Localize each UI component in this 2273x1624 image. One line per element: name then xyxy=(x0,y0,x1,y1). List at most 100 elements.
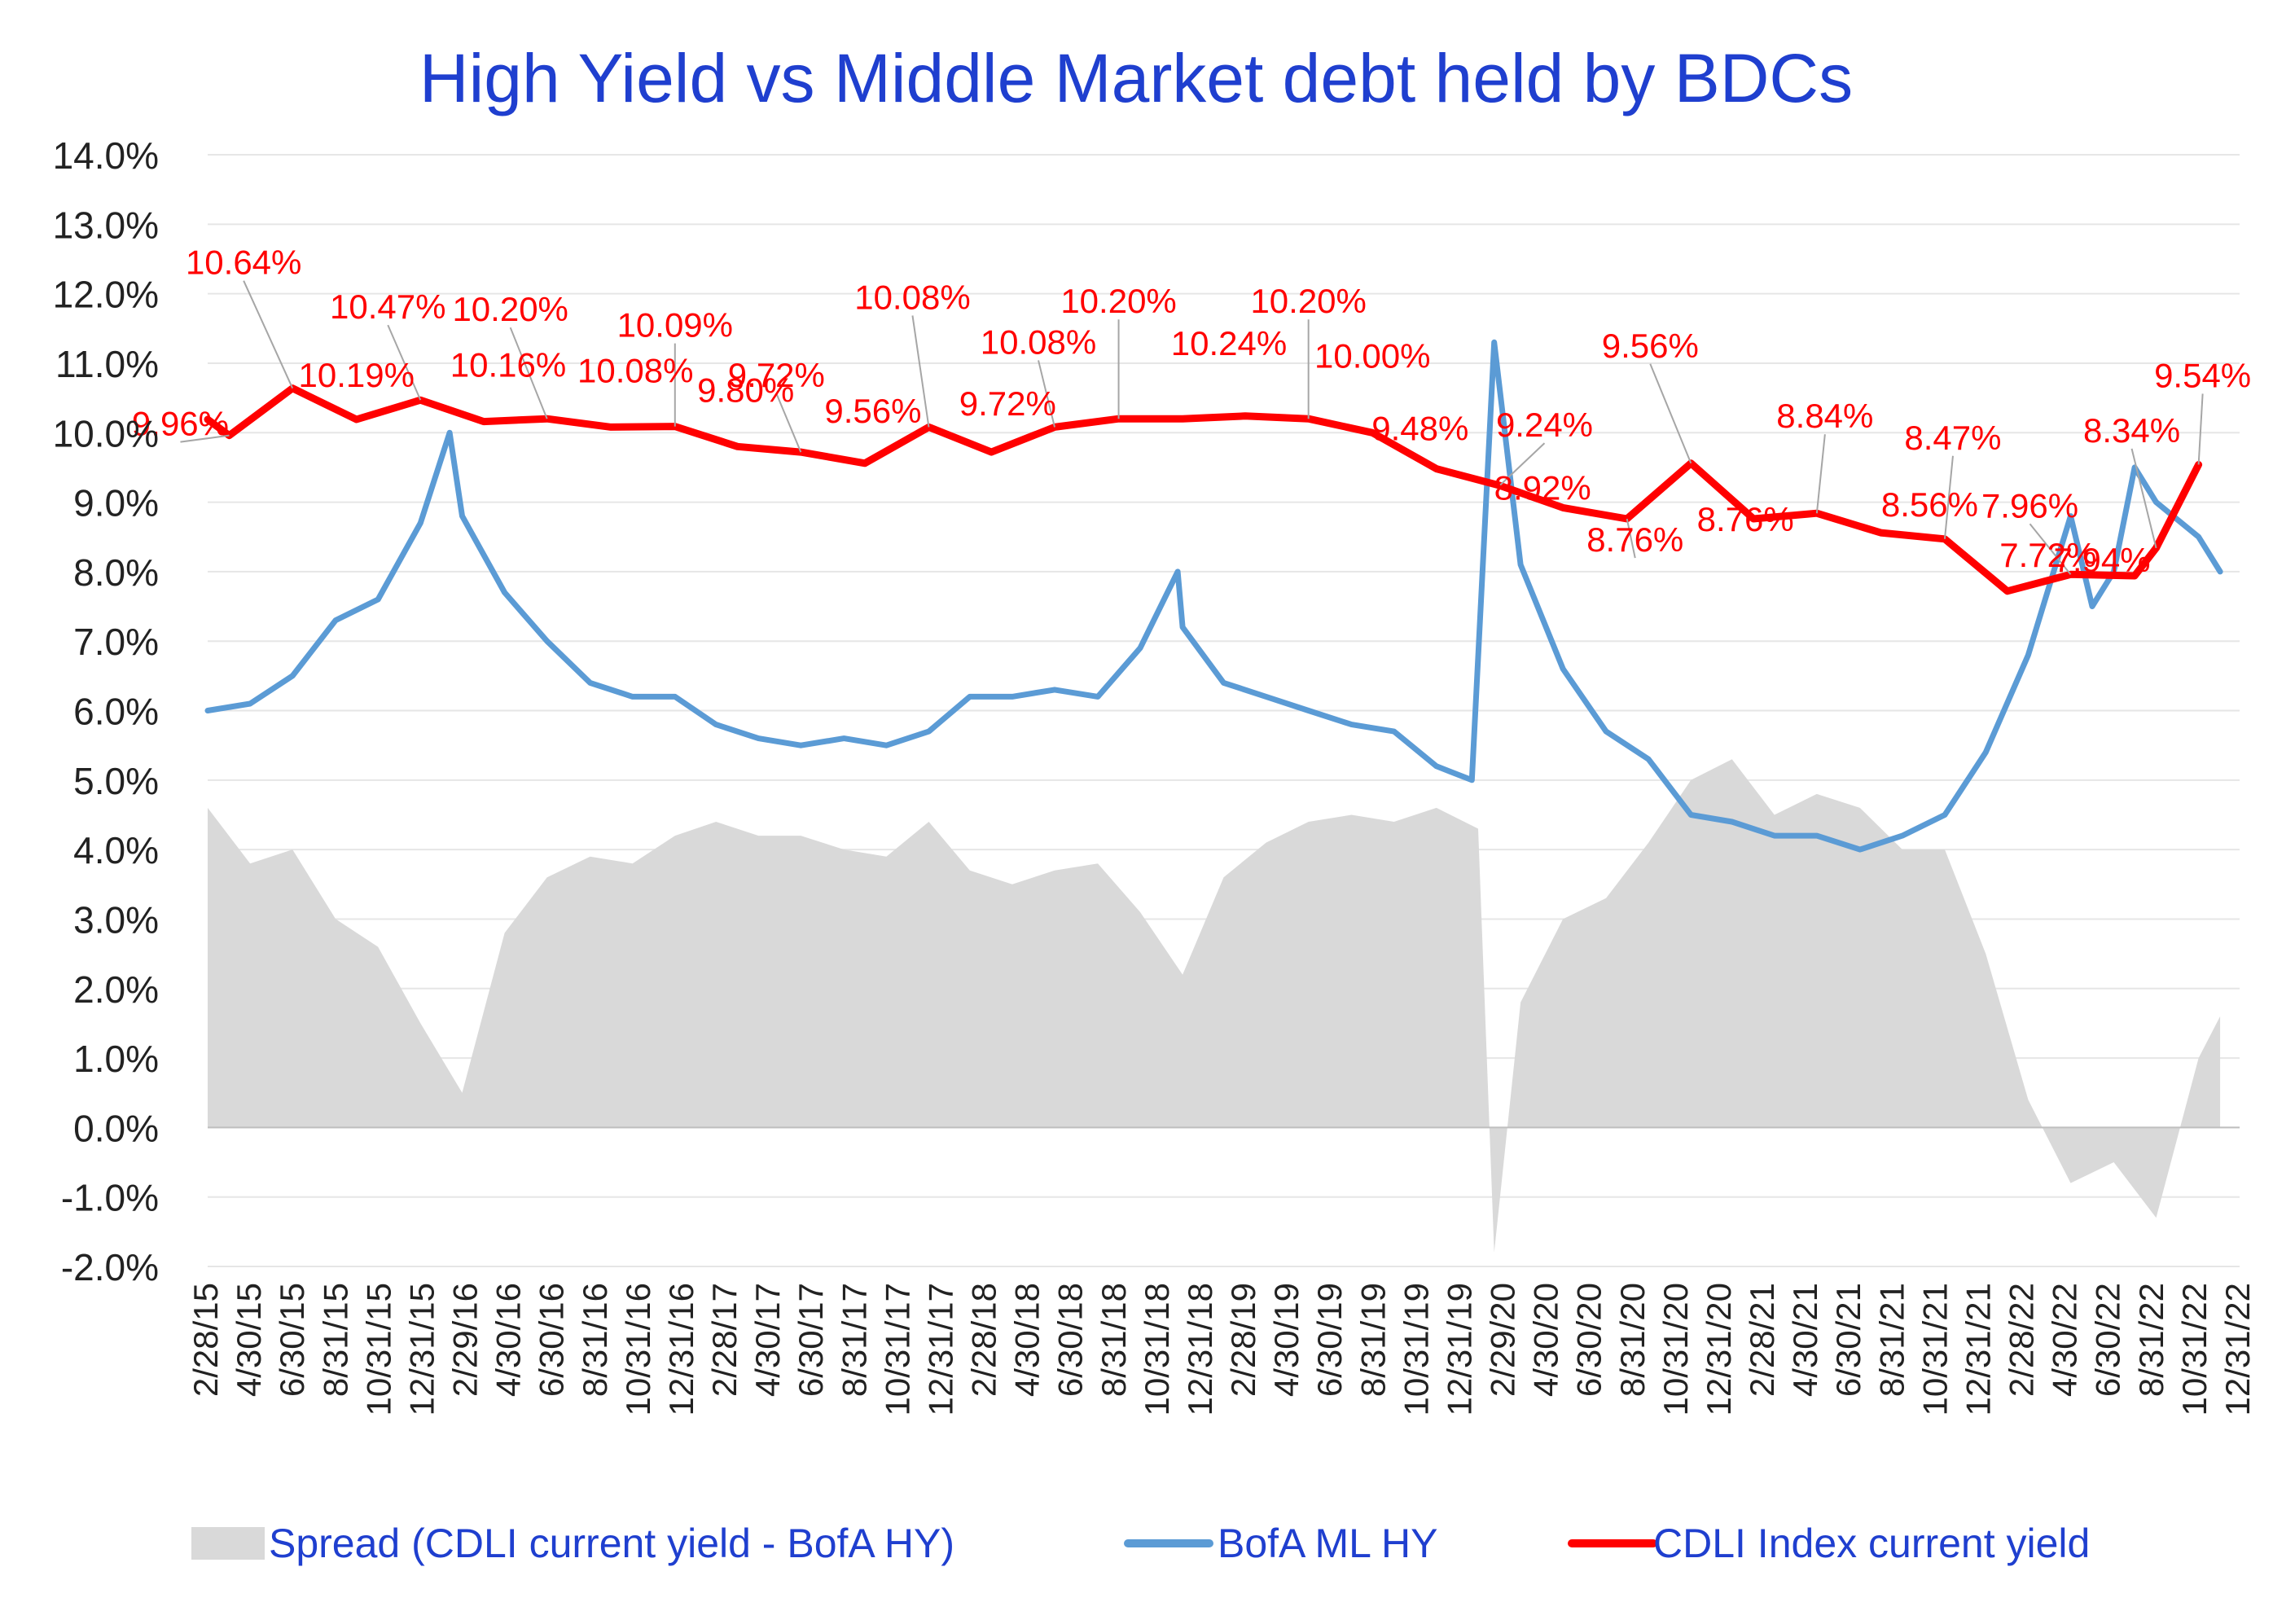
y-axis-ticks: -2.0% -1.0% 0.0% 1.0% 2.0% 3.0% 4.0% 5.0% 6.0% 7.… xyxy=(53,134,159,1288)
data-label-leader xyxy=(243,280,294,389)
chart-title: High Yield vs Middle Market debt held by… xyxy=(419,40,1853,116)
data-label: 8.84% xyxy=(1776,397,1873,435)
x-tick-label: 2/28/15 xyxy=(186,1283,225,1397)
legend-marker-spread-cdli-current-yield-bofa-hy xyxy=(191,1527,265,1560)
x-tick-label: 6/30/18 xyxy=(1051,1283,1090,1397)
x-tick-label: 12/31/21 xyxy=(1959,1283,1997,1416)
data-labels: 9.96%10.64%10.19%10.47%10.16%10.20%10.08… xyxy=(132,244,2251,579)
data-label-leader xyxy=(2130,448,2157,549)
data-label: 9.80% xyxy=(697,371,794,409)
legend: Spread (CDLI current yield - BofA HY) Bof… xyxy=(191,1521,2090,1566)
data-label: 10.24% xyxy=(1171,324,1287,362)
data-label: 9.72% xyxy=(959,384,1056,423)
data-label-leader xyxy=(2029,523,2072,575)
x-tick-label: 8/31/19 xyxy=(1354,1283,1392,1397)
data-label: 10.47% xyxy=(330,287,445,326)
y-tick-label: 14.0% xyxy=(53,134,159,177)
x-tick-label: 8/31/15 xyxy=(316,1283,354,1397)
x-tick-label: 10/31/15 xyxy=(359,1283,397,1416)
y-tick-label: 10.0% xyxy=(53,412,159,454)
data-label: 10.20% xyxy=(1060,282,1176,320)
y-tick-label: 2.0% xyxy=(73,968,159,1011)
x-tick-label: 10/31/21 xyxy=(1915,1283,1954,1416)
data-label: 8.34% xyxy=(2083,411,2180,450)
x-tick-label: 4/30/15 xyxy=(230,1283,268,1397)
y-tick-label: 11.0% xyxy=(55,343,159,385)
x-tick-label: 2/28/22 xyxy=(2003,1283,2041,1397)
x-tick-label: 4/30/21 xyxy=(1786,1283,1824,1397)
x-tick-label: 2/29/20 xyxy=(1484,1283,1522,1397)
x-tick-label: 4/30/22 xyxy=(2046,1283,2084,1397)
y-tick-label: -1.0% xyxy=(61,1177,159,1219)
data-label: 8.92% xyxy=(1494,468,1591,507)
x-tick-label: 2/28/19 xyxy=(1224,1283,1262,1397)
x-tick-label: 10/31/22 xyxy=(2175,1283,2214,1416)
data-label-leader xyxy=(1943,455,1954,539)
y-tick-label: 0.0% xyxy=(73,1107,159,1149)
x-tick-label: 12/31/19 xyxy=(1440,1283,1478,1416)
x-tick-label: 12/31/16 xyxy=(662,1283,700,1416)
y-tick-label: 7.0% xyxy=(73,621,159,663)
data-label-leader xyxy=(180,434,230,443)
series-bofa-ml-hy-line xyxy=(204,339,2223,853)
x-tick-label: 2/28/18 xyxy=(965,1283,1003,1397)
data-label: 10.08% xyxy=(981,323,1096,361)
legend-label-bofa-ml-hy: BofA ML HY xyxy=(1218,1521,1437,1566)
y-tick-label: 13.0% xyxy=(53,204,159,246)
x-tick-label: 4/30/19 xyxy=(1267,1283,1305,1397)
y-tick-label: 5.0% xyxy=(73,760,159,802)
data-label: 9.56% xyxy=(1602,327,1699,365)
data-label: 10.19% xyxy=(299,356,415,394)
y-tick-label: 4.0% xyxy=(73,829,159,871)
data-label-leader xyxy=(387,324,422,401)
data-label: 10.20% xyxy=(1250,282,1366,320)
x-tick-label: 8/31/17 xyxy=(835,1283,873,1397)
data-label: 7.96% xyxy=(1981,486,2078,525)
data-label: 7.94% xyxy=(2054,541,2151,579)
series-cdli-index-current-yield-line xyxy=(204,384,2203,595)
data-label: 9.48% xyxy=(1371,410,1468,448)
y-tick-label: -2.0% xyxy=(61,1246,159,1288)
y-tick-label: 12.0% xyxy=(53,274,159,316)
y-tick-label: 1.0% xyxy=(73,1038,159,1080)
spread-area-layer xyxy=(208,759,2221,1253)
legend-label-spread-cdli-current-yield-bofa-hy: Spread (CDLI current yield - BofA HY) xyxy=(269,1521,954,1566)
data-label-leader xyxy=(509,327,548,419)
data-label: 7.72% xyxy=(1999,536,2096,574)
x-tick-label: 4/30/20 xyxy=(1527,1283,1565,1397)
x-tick-label: 8/31/22 xyxy=(2132,1283,2170,1397)
x-tick-label: 6/30/21 xyxy=(1829,1283,1867,1397)
data-label-leader xyxy=(775,393,802,453)
data-label-leader xyxy=(1649,363,1692,464)
data-label: 9.72% xyxy=(728,356,825,394)
data-label-leader xyxy=(2197,393,2204,465)
data-label: 8.76% xyxy=(1697,500,1794,538)
data-label: 9.54% xyxy=(2154,356,2251,394)
data-label: 8.47% xyxy=(1904,419,2001,457)
y-tick-label: 6.0% xyxy=(73,691,159,733)
data-label: 10.08% xyxy=(577,351,693,389)
data-label: 10.09% xyxy=(617,306,733,345)
data-label-leader xyxy=(1815,434,1826,514)
data-label: 9.24% xyxy=(1496,406,1593,444)
x-tick-label: 8/31/18 xyxy=(1095,1283,1133,1397)
x-tick-label: 12/31/18 xyxy=(1181,1283,1219,1416)
x-tick-label: 10/31/16 xyxy=(619,1283,657,1416)
data-label: 8.56% xyxy=(1881,485,1978,524)
data-label: 10.20% xyxy=(452,290,568,328)
data-label: 9.56% xyxy=(824,392,921,430)
x-tick-label: 6/30/19 xyxy=(1310,1283,1349,1397)
x-tick-label: 4/30/18 xyxy=(1008,1283,1047,1397)
y-tick-label: 3.0% xyxy=(73,898,159,941)
x-tick-label: 2/28/17 xyxy=(705,1283,744,1397)
x-tick-label: 12/31/22 xyxy=(2218,1283,2257,1416)
data-label: 10.08% xyxy=(854,278,970,316)
x-tick-label: 10/31/18 xyxy=(1138,1283,1176,1416)
x-tick-label: 8/31/16 xyxy=(576,1283,614,1397)
x-tick-label: 10/31/17 xyxy=(878,1283,916,1416)
x-tick-label: 2/29/16 xyxy=(446,1283,485,1397)
data-label-leader xyxy=(911,315,930,428)
x-tick-label: 10/31/19 xyxy=(1397,1283,1435,1416)
